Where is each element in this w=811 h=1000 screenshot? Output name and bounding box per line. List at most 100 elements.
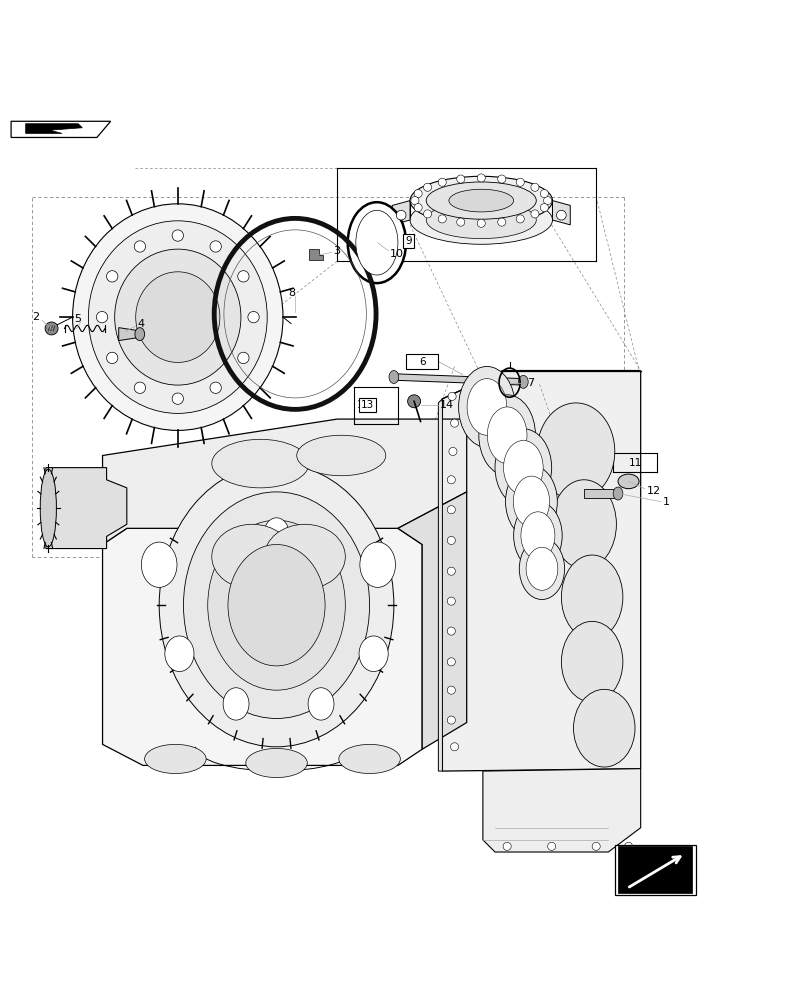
- Circle shape: [210, 241, 221, 252]
- Circle shape: [450, 743, 458, 751]
- Circle shape: [410, 197, 418, 205]
- Polygon shape: [438, 399, 442, 771]
- Polygon shape: [118, 328, 139, 341]
- Circle shape: [503, 842, 511, 850]
- Ellipse shape: [612, 487, 622, 500]
- Circle shape: [539, 190, 547, 198]
- Polygon shape: [102, 528, 422, 765]
- Ellipse shape: [307, 688, 333, 720]
- Ellipse shape: [212, 524, 292, 589]
- Circle shape: [247, 311, 259, 323]
- Ellipse shape: [264, 518, 288, 547]
- Polygon shape: [397, 492, 466, 749]
- Ellipse shape: [513, 502, 561, 570]
- Ellipse shape: [72, 204, 283, 430]
- Ellipse shape: [41, 469, 56, 547]
- Circle shape: [172, 393, 183, 404]
- Ellipse shape: [551, 480, 616, 569]
- Text: 7: 7: [526, 378, 534, 388]
- Circle shape: [448, 447, 457, 455]
- Ellipse shape: [521, 512, 554, 559]
- Ellipse shape: [426, 182, 535, 219]
- Polygon shape: [392, 201, 410, 225]
- Ellipse shape: [560, 621, 622, 702]
- Ellipse shape: [617, 474, 638, 489]
- Circle shape: [210, 382, 221, 393]
- Circle shape: [447, 506, 455, 514]
- Polygon shape: [26, 124, 82, 133]
- Circle shape: [547, 842, 555, 850]
- Ellipse shape: [228, 545, 324, 666]
- Ellipse shape: [518, 375, 527, 388]
- Polygon shape: [617, 846, 692, 893]
- Circle shape: [448, 392, 456, 400]
- Circle shape: [447, 536, 455, 545]
- Polygon shape: [442, 371, 640, 771]
- Circle shape: [172, 230, 183, 241]
- Ellipse shape: [466, 379, 506, 435]
- Circle shape: [447, 597, 455, 605]
- Text: 2: 2: [32, 312, 39, 322]
- Circle shape: [530, 183, 539, 191]
- Circle shape: [106, 352, 118, 364]
- Ellipse shape: [410, 176, 551, 225]
- Ellipse shape: [144, 744, 206, 774]
- Circle shape: [497, 218, 505, 226]
- Circle shape: [447, 567, 455, 575]
- Polygon shape: [46, 468, 127, 549]
- Text: 6: 6: [418, 357, 425, 367]
- Ellipse shape: [359, 542, 395, 587]
- Ellipse shape: [159, 464, 393, 747]
- Circle shape: [438, 215, 446, 223]
- Ellipse shape: [114, 249, 241, 385]
- Circle shape: [447, 658, 455, 666]
- Text: 13: 13: [357, 400, 370, 410]
- Polygon shape: [614, 845, 695, 895]
- Polygon shape: [308, 249, 322, 260]
- Ellipse shape: [141, 542, 177, 587]
- Circle shape: [238, 271, 249, 282]
- Circle shape: [530, 210, 539, 218]
- Circle shape: [447, 716, 455, 724]
- Polygon shape: [483, 769, 640, 852]
- Circle shape: [447, 627, 455, 635]
- Ellipse shape: [296, 435, 385, 476]
- Text: 1: 1: [662, 497, 669, 507]
- Ellipse shape: [526, 547, 557, 590]
- Text: 5: 5: [74, 314, 81, 324]
- Ellipse shape: [503, 440, 543, 495]
- Circle shape: [45, 322, 58, 335]
- Ellipse shape: [135, 328, 144, 341]
- Ellipse shape: [573, 689, 634, 767]
- Circle shape: [624, 842, 632, 850]
- Ellipse shape: [347, 202, 406, 283]
- Ellipse shape: [448, 189, 513, 212]
- Ellipse shape: [135, 272, 220, 362]
- Ellipse shape: [246, 748, 307, 778]
- Circle shape: [543, 197, 551, 205]
- Ellipse shape: [223, 688, 249, 720]
- Circle shape: [414, 204, 422, 212]
- Ellipse shape: [165, 636, 194, 672]
- Circle shape: [407, 395, 420, 408]
- Ellipse shape: [478, 395, 534, 476]
- Circle shape: [134, 241, 145, 252]
- Ellipse shape: [212, 439, 308, 488]
- Circle shape: [414, 190, 422, 198]
- Polygon shape: [406, 354, 438, 369]
- Text: 12: 12: [646, 486, 659, 496]
- Polygon shape: [393, 374, 523, 385]
- Circle shape: [423, 210, 431, 218]
- Circle shape: [238, 352, 249, 364]
- Text: 3: 3: [333, 246, 340, 256]
- Ellipse shape: [88, 221, 267, 413]
- Ellipse shape: [487, 407, 526, 464]
- Text: 13: 13: [360, 400, 373, 410]
- Ellipse shape: [560, 555, 622, 639]
- Circle shape: [447, 686, 455, 694]
- Circle shape: [106, 271, 118, 282]
- Text: 11: 11: [628, 458, 641, 468]
- Ellipse shape: [264, 524, 345, 589]
- Circle shape: [477, 219, 485, 227]
- Circle shape: [450, 419, 458, 427]
